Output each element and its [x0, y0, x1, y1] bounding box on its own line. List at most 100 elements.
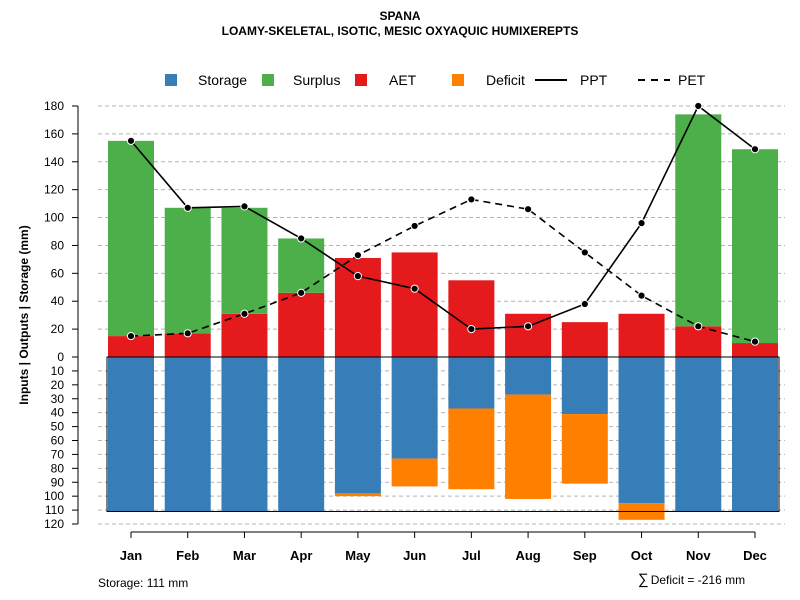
- aet-bar: [618, 313, 665, 357]
- aet-bar: [561, 322, 608, 357]
- aet-bar: [732, 343, 778, 357]
- legend-label: Storage: [198, 72, 247, 88]
- storage-bar: [561, 357, 608, 415]
- x-tick-label: Jan: [120, 548, 142, 563]
- ppt-line-point: [240, 202, 249, 211]
- legend-label: PET: [678, 72, 706, 88]
- aet-bar: [448, 280, 495, 357]
- storage-bar: [221, 357, 268, 512]
- ppt-line-point: [580, 299, 589, 309]
- deficit-bar: [561, 414, 608, 484]
- surplus-bar: [278, 238, 325, 293]
- x-tick-label: Apr: [290, 548, 312, 563]
- deficit-total: Deficit = -216 mm: [650, 573, 746, 587]
- y-tick-label: 20: [51, 378, 65, 392]
- y-tick-label: 80: [51, 238, 65, 252]
- pet-line-point: [126, 331, 136, 341]
- x-tick-label: May: [345, 548, 371, 563]
- x-tick-label: Oct: [631, 548, 653, 563]
- x-tick-label: Aug: [515, 548, 540, 563]
- aet-bar: [164, 333, 211, 357]
- x-tick-label: Jun: [403, 548, 426, 563]
- y-tick-label: 90: [51, 475, 65, 489]
- storage-bar: [732, 357, 778, 512]
- pet-line-point: [467, 195, 476, 204]
- chart-subtitle: LOAMY-SKELETAL, ISOTIC, MESIC OXYAQUIC H…: [221, 24, 579, 38]
- y-tick-label: 30: [51, 392, 65, 406]
- pet-line-point: [694, 322, 703, 331]
- deficit-bar: [505, 394, 552, 499]
- storage-bar: [448, 357, 495, 409]
- ppt-line-point: [183, 203, 192, 212]
- pet-line-point: [353, 251, 363, 260]
- storage-bar: [618, 357, 665, 504]
- legend-swatch: [452, 74, 464, 86]
- x-tick-label: Dec: [743, 548, 767, 563]
- pet-line: [130, 198, 756, 343]
- sum-icon: ∑: [638, 571, 649, 588]
- y-axis-label: Inputs | Outputs | Storage (mm): [17, 225, 31, 404]
- y-tick-label: 140: [44, 155, 64, 169]
- x-tick-label: Feb: [176, 548, 199, 563]
- ppt-line: [130, 104, 756, 330]
- deficit-bar: [448, 408, 495, 490]
- pet-line-point: [183, 329, 192, 338]
- y-tick-label: 110: [45, 503, 64, 517]
- ppt-line-point: [750, 145, 760, 154]
- y-tick-label: 100: [44, 211, 64, 225]
- ppt-line-point: [126, 136, 136, 145]
- legend-swatch: [165, 74, 177, 86]
- y-tick-label: 60: [51, 434, 65, 448]
- pet-line-point: [523, 205, 533, 214]
- x-tick-label: Nov: [686, 548, 711, 563]
- deficit-footnote: ∑ Deficit = -216 mm: [638, 571, 745, 588]
- x-tick-label: Jul: [462, 548, 481, 563]
- legend-swatch: [355, 74, 367, 86]
- legend-label: Surplus: [293, 72, 340, 88]
- deficit-bar: [334, 493, 381, 497]
- pet-line-point: [580, 248, 589, 257]
- ppt-line-point: [353, 272, 363, 281]
- y-tick-label: 70: [51, 447, 65, 461]
- y-tick-label: 0: [57, 350, 64, 364]
- y-tick-label: 20: [51, 322, 65, 336]
- aet-bar: [278, 292, 325, 357]
- y-tick-label: 50: [51, 420, 65, 434]
- storage-bar: [334, 357, 381, 494]
- ppt-line-point: [410, 284, 419, 293]
- storage-bar: [108, 357, 154, 512]
- ppt-line-point: [297, 234, 306, 243]
- legend-swatch: [262, 74, 274, 86]
- storage-bar: [505, 357, 552, 395]
- aet-bar: [221, 313, 268, 357]
- y-tick-label: 60: [51, 266, 65, 280]
- y-tick-label: 100: [44, 489, 64, 503]
- surplus-bar: [675, 114, 722, 327]
- y-tick-label: 10: [51, 364, 65, 378]
- y-tick-label: 180: [44, 99, 64, 113]
- legend-label: Deficit: [486, 72, 525, 88]
- y-tick-label: 40: [51, 406, 65, 420]
- y-tick-label: 160: [44, 127, 64, 141]
- pet-line-point: [637, 291, 646, 300]
- y-tick-label: 120: [44, 183, 64, 197]
- storage-bar: [391, 357, 438, 459]
- pet-line-point: [297, 288, 306, 297]
- ppt-line-point: [694, 101, 703, 111]
- storage-bar: [675, 357, 722, 512]
- aet-bar: [391, 252, 438, 357]
- surplus-bar: [221, 207, 268, 314]
- surplus-bar: [164, 207, 211, 334]
- pet-line-point: [750, 337, 760, 346]
- y-tick-label: 120: [44, 517, 64, 531]
- y-tick-label: 40: [51, 294, 65, 308]
- ppt-line-point: [637, 219, 646, 228]
- storage-bar: [278, 357, 325, 512]
- aet-bar: [108, 336, 154, 357]
- deficit-bar: [391, 458, 438, 487]
- x-tick-label: Mar: [233, 548, 256, 563]
- ppt-line-point: [467, 325, 476, 334]
- legend-label: AET: [389, 72, 417, 88]
- surplus-bar: [108, 140, 154, 337]
